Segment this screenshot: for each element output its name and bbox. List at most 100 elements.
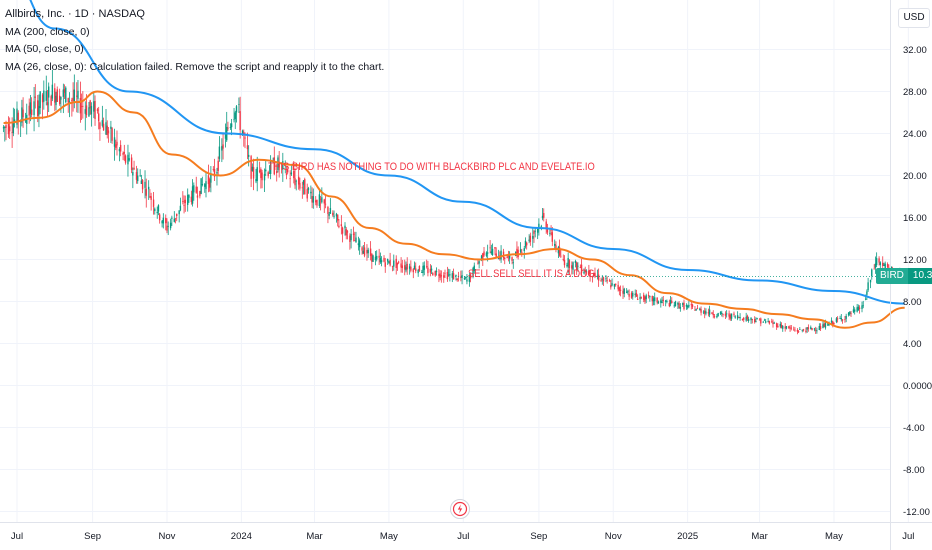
candle-body [50, 96, 52, 106]
candle-body [677, 302, 679, 305]
candle-body [768, 320, 771, 324]
candle-body [823, 323, 825, 327]
legend-ma26[interactable]: MA (26, close, 0): Calculation failed. R… [5, 60, 385, 73]
candle-body [67, 98, 69, 103]
candle-body [113, 137, 116, 147]
candle-body [269, 159, 272, 174]
candle-body [660, 300, 662, 303]
candle-body [55, 95, 57, 106]
candle-body [71, 99, 73, 102]
candle-body [154, 208, 156, 212]
candle-body [250, 156, 252, 179]
symbol-title[interactable]: Allbirds, Inc. · 1D · NASDAQ [5, 8, 145, 20]
candle-body [139, 175, 141, 177]
candle-body [432, 273, 434, 276]
candle-body [24, 120, 27, 122]
candle-body [111, 128, 113, 141]
candle-body [319, 198, 322, 200]
candle-body [584, 269, 586, 272]
candle-body [190, 196, 193, 202]
candle-body [588, 270, 590, 275]
ma200-line [29, 0, 905, 305]
candle-body [200, 178, 202, 194]
candle-body [482, 253, 484, 260]
candle-body [77, 90, 79, 99]
candle-body [669, 300, 672, 305]
candle-body [293, 170, 295, 179]
candle-body [362, 250, 364, 254]
candle-body [357, 243, 360, 246]
y-tick-label: 4.00 [903, 339, 922, 350]
candle-body [327, 206, 329, 214]
candle-body [260, 169, 262, 179]
candle-body [836, 318, 839, 320]
candle-body [805, 330, 807, 332]
candle-body [764, 321, 767, 323]
legend-ma50[interactable]: MA (50, close, 0) [5, 43, 84, 55]
candle-body [246, 145, 249, 150]
candle-body [204, 184, 206, 187]
candle-body [48, 86, 50, 98]
candle-body [682, 303, 684, 305]
candle-body [886, 263, 889, 268]
candle-body [615, 283, 617, 285]
last-price-tag: BIRD 10.39 [876, 268, 932, 285]
candle-body [500, 250, 502, 260]
candle-body [461, 275, 463, 279]
candle-body [577, 265, 579, 267]
candle-body [384, 262, 386, 267]
candle-body [205, 181, 207, 189]
candle-body [861, 305, 863, 309]
candle-body [299, 183, 301, 189]
candle-body [495, 253, 497, 257]
candle-body [747, 318, 750, 321]
currency-button[interactable]: USD [898, 8, 930, 28]
candle-body [686, 305, 689, 308]
candle-body [788, 326, 790, 329]
candle-body [864, 298, 867, 300]
candle-body [354, 240, 356, 242]
candle-body [802, 329, 805, 331]
candle-body [789, 327, 791, 329]
candle-body [306, 189, 308, 199]
candle-body [888, 267, 890, 269]
legend: Allbirds, Inc. · 1D · NASDAQ MA (200, cl… [5, 6, 384, 76]
annotation-sell-note[interactable]: SELL SELL SELL IT IS A DOG. [468, 268, 598, 280]
candle-body [329, 208, 332, 214]
candle-body [560, 255, 562, 257]
annotation-bird-note[interactable]: THIS BIRD HAS NOTHING TO DO WITH BLACKBI… [268, 161, 595, 173]
candle-body [107, 130, 110, 134]
candle-body [745, 316, 747, 321]
candle-body [818, 326, 821, 330]
candle-body [596, 275, 599, 277]
candle-body [704, 310, 706, 314]
candle-body [651, 296, 653, 302]
lightning-bolt-icon[interactable] [450, 499, 470, 519]
candle-body [796, 330, 799, 332]
candle-body [447, 274, 450, 276]
candle-body [258, 170, 261, 173]
candle-body [543, 213, 545, 218]
candle-body [729, 315, 732, 319]
candle-body [434, 271, 436, 276]
candle-body [585, 270, 588, 273]
candle-body [285, 173, 288, 175]
candle-body [267, 172, 269, 177]
candle-body [130, 157, 133, 170]
candle-body [799, 329, 801, 330]
candle-body [606, 280, 608, 282]
candle-body [290, 172, 293, 175]
legend-ma200[interactable]: MA (200, close, 0) [5, 25, 90, 38]
candle-body [474, 269, 477, 271]
candle-body [273, 157, 275, 175]
candle-body [534, 230, 536, 232]
candle-body [797, 331, 800, 333]
candle-body [540, 225, 543, 227]
candle-body [856, 307, 858, 312]
candle-body [449, 274, 451, 276]
candle-body [480, 255, 483, 259]
candle-body [835, 318, 838, 322]
candle-body [301, 187, 304, 189]
candle-body [618, 287, 621, 291]
